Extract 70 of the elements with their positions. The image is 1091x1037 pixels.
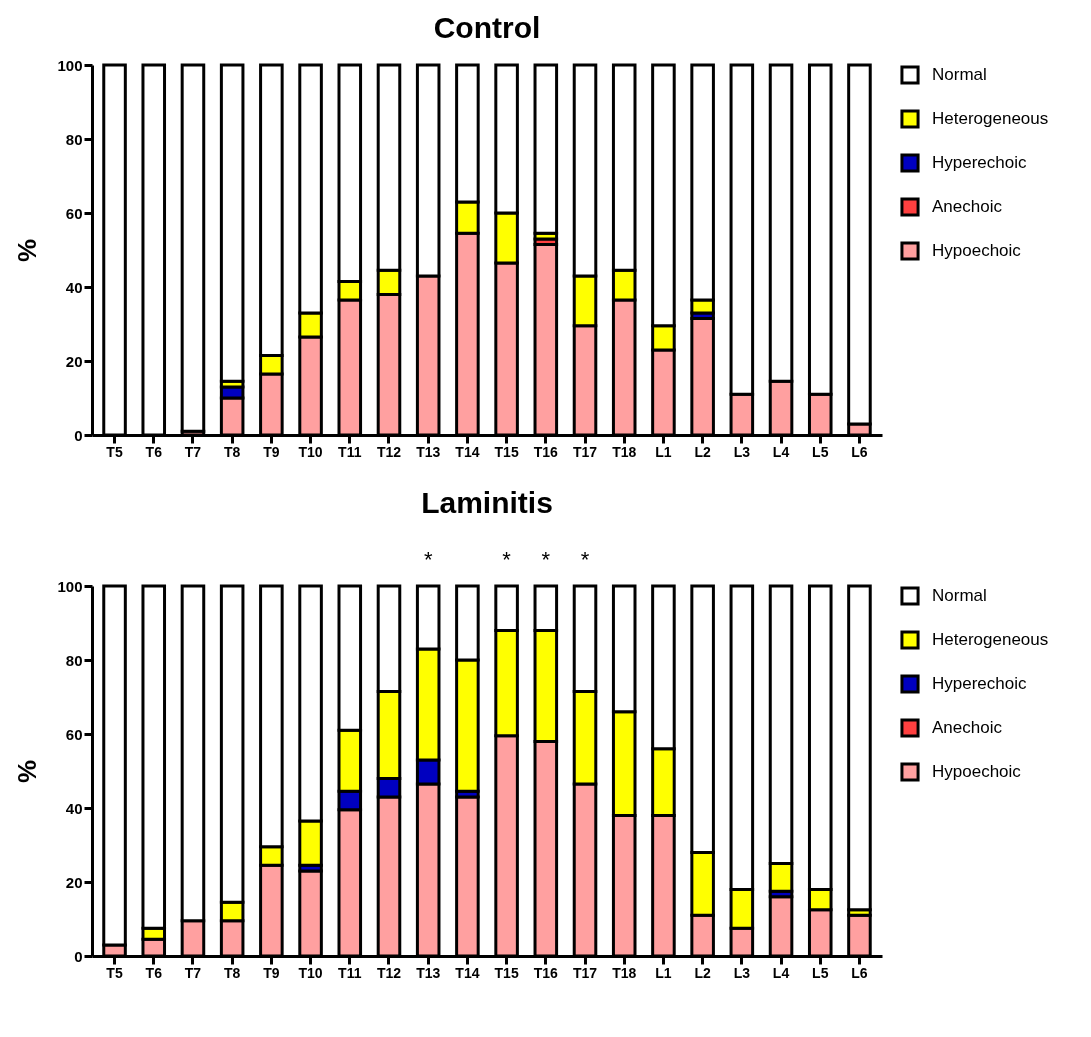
chart-title: Laminitis [421,486,553,519]
x-tick-label: T10 [298,964,323,981]
x-tick-label: T13 [416,443,441,460]
annotation: * [423,547,433,572]
x-tick-label: T12 [376,964,402,981]
x-tick-label: L6 [851,964,868,981]
x-tick-label: T14 [455,964,480,981]
x-tick-label: L5 [812,443,829,460]
y-tick-label: 40 [65,799,83,817]
y-tick-label: 0 [74,426,83,444]
y-tick-label: 20 [65,352,83,370]
annotation: * [502,547,512,572]
y-tick-label: 40 [65,278,83,296]
x-tick-label: T13 [416,964,441,981]
legend-label: Heterogeneous [932,630,1049,649]
x-tick-label: T10 [298,443,323,460]
y-tick-label: 100 [57,56,83,74]
x-tick-label: L4 [772,964,790,981]
x-tick-label: T9 [263,443,280,460]
x-tick-label: L4 [772,443,790,460]
legend-label: Hypoechoic [932,241,1022,260]
y-tick-label: 20 [65,873,83,891]
y-tick-label: 80 [65,130,83,148]
y-tick-label: 60 [65,725,83,743]
legend-label: Heterogeneous [932,109,1049,128]
legend-label: Hyperechoic [932,674,1027,693]
y-tick-label: 0 [74,947,83,965]
x-tick-label: T17 [572,964,598,981]
x-tick-label: T15 [494,964,519,981]
annotation: * [541,547,551,572]
legend-label: Normal [932,586,987,605]
x-tick-label: T12 [376,443,402,460]
x-tick-label: L5 [812,964,829,981]
x-tick-label: T17 [572,443,598,460]
x-tick-label: T18 [612,443,637,460]
x-tick-label: T8 [223,443,241,460]
x-tick-label: T16 [533,443,559,460]
x-tick-label: T15 [494,443,519,460]
x-tick-label: T18 [612,964,637,981]
x-tick-label: T7 [184,964,202,981]
x-tick-label: L2 [694,443,712,460]
x-tick-label: T9 [263,964,280,981]
legend-label: Hyperechoic [932,153,1027,172]
x-tick-label: T7 [184,443,202,460]
y-tick-label: 100 [57,577,83,595]
x-tick-label: T6 [145,964,163,981]
x-tick-label: T5 [106,964,123,981]
y-tick-label: 80 [65,651,83,669]
x-tick-label: L3 [733,964,751,981]
legend-label: Normal [932,65,987,84]
legend-label: Anechoic [932,197,1003,216]
y-tick-label: 60 [65,204,83,222]
x-tick-label: T14 [455,443,480,460]
x-tick-label: L3 [733,443,751,460]
y-axis-title: % [12,759,43,784]
annotation: * [580,547,590,572]
legend-label: Hypoechoic [932,762,1022,781]
x-tick-label: T8 [223,964,241,981]
x-tick-label: L1 [655,964,672,981]
chart-title: Control [433,11,541,44]
legend-label: Anechoic [932,718,1003,737]
x-tick-label: L6 [851,443,868,460]
x-tick-label: T11 [338,443,362,460]
x-tick-label: T6 [145,443,163,460]
x-tick-label: T11 [338,964,362,981]
x-tick-label: T16 [533,964,559,981]
x-tick-label: L2 [694,964,712,981]
x-tick-label: L1 [655,443,672,460]
y-axis-title: % [12,238,43,263]
x-tick-label: T5 [106,443,123,460]
